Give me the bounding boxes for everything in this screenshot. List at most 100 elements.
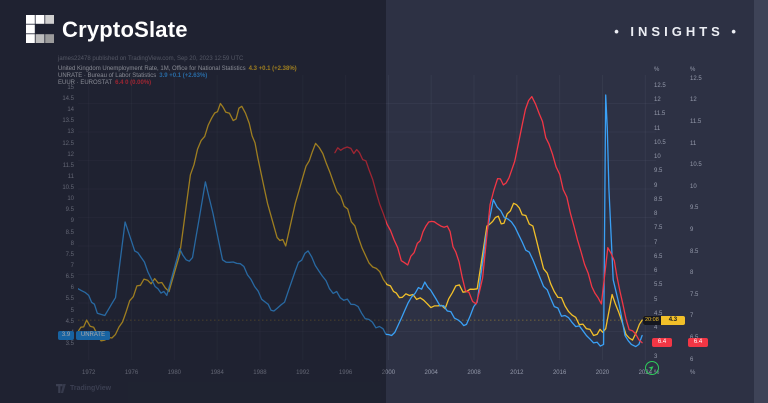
axis-tick-label: 11 — [67, 173, 74, 180]
axis-tick-label: 8.5 — [654, 196, 663, 203]
axis-tick-label: 7 — [70, 262, 74, 269]
axis-tick-label: 14.5 — [62, 95, 74, 102]
scale-unit-percent: % — [690, 370, 696, 376]
price-label-euur-outer: 6.4 — [688, 338, 708, 348]
price-label-euur-inner: 6.4 — [652, 338, 672, 348]
axis-tick-label: 12.5 — [62, 140, 74, 147]
axis-tick-label: 15 — [67, 84, 74, 91]
axis-tick-label: 11.5 — [62, 162, 74, 169]
axis-tick-label: 5.5 — [65, 296, 74, 303]
legend-row-unrate[interactable]: UNRATE · Bureau of Labor Statistics 3.9 +… — [58, 73, 297, 80]
axis-tick-label: 6 — [70, 285, 74, 292]
tradingview-label: TradingView — [70, 385, 112, 392]
axis-tick-label: 14 — [67, 107, 74, 114]
axis-tick-label: 10 — [67, 196, 74, 203]
axis-tick-label: 7.5 — [690, 291, 699, 298]
axis-tick-label: 8.5 — [690, 248, 699, 255]
time-tick-label: 1972 — [82, 370, 96, 376]
time-tick-label: 1980 — [167, 370, 181, 376]
go-to-latest-button[interactable]: ➤ — [645, 361, 659, 375]
legend-value: 3.9 +0.1 (+2.63%) — [159, 72, 208, 79]
axis-tick-label: 7 — [654, 239, 658, 246]
time-tick-label: 2008 — [467, 370, 481, 376]
axis-tick-label: 12 — [67, 151, 74, 158]
arrow-icon: ➤ — [647, 363, 657, 373]
axis-tick-label: 11 — [690, 140, 697, 147]
axis-tick-label: 10 — [690, 183, 697, 190]
axis-tick-label: 7.5 — [65, 251, 74, 258]
axis-tick-label: 3.5 — [65, 340, 74, 347]
time-tick-label: 1988 — [253, 370, 267, 376]
attribution-text: james22478 published on TradingView.com,… — [58, 56, 244, 62]
legend-label: EUUR · EUROSTAT — [58, 79, 113, 86]
axis-tick-label: 7 — [690, 313, 694, 320]
axis-tick-label: 6.5 — [65, 274, 74, 281]
axis-tick-label: 8 — [70, 240, 74, 247]
axis-tick-label: 6 — [654, 268, 658, 275]
time-tick-label: 1996 — [338, 370, 353, 376]
time-tick-label: 1976 — [124, 370, 139, 376]
axis-tick-label: 7.5 — [654, 225, 663, 232]
axis-tick-label: 8.5 — [65, 229, 74, 236]
axis-tick-label: 5.5 — [654, 282, 663, 289]
price-scale-left[interactable]: 15 14.5 14 13.5 13 12.5 12 11.5 11 10.5 10 9.5 9 8.5 8… — [50, 0, 74, 403]
axis-tick-label: 4.5 — [654, 310, 663, 317]
price-label-unrate-tag: UNRATE — [76, 331, 110, 340]
axis-tick-label: 6.5 — [654, 253, 663, 260]
brand-title: CryptoSlate — [62, 17, 188, 42]
axis-tick-label: 13.5 — [62, 118, 74, 125]
axis-tick-label: 8 — [654, 211, 658, 218]
axis-tick-label: 8 — [690, 270, 694, 277]
time-tick-label: 1984 — [210, 370, 224, 376]
time-tick-label: 2016 — [552, 370, 567, 376]
axis-tick-label: 10 — [654, 154, 661, 161]
time-tick-label: 2012 — [510, 370, 524, 376]
time-tick-label: 2024 — [638, 370, 652, 376]
axis-tick-label: 10.5 — [654, 139, 666, 146]
time-tick-label: 2000 — [381, 370, 396, 376]
series-line-euur — [334, 95, 643, 344]
legend-row-euur[interactable]: EUUR · EUROSTAT 6.4 0 (0.00%) — [58, 80, 297, 87]
axis-tick-label: 5 — [70, 307, 74, 314]
axis-tick-label: 12 — [690, 97, 697, 104]
legend-value: 6.4 0 (0.00%) — [115, 79, 152, 86]
axis-tick-label: 9 — [70, 218, 74, 225]
axis-tick-label: 12.5 — [654, 82, 666, 89]
insights-label: • INSIGHTS • — [614, 24, 740, 39]
series-line-unrate — [78, 94, 643, 348]
cryptoslate-logo-icon — [26, 15, 54, 43]
price-label-uk: 20:08 4.3 — [643, 315, 685, 325]
axis-tick-label: 11.5 — [654, 111, 666, 118]
price-value: 4.3 — [668, 316, 678, 323]
legend-value: 4.3 +0.1 (+2.38%) — [248, 66, 297, 72]
axis-tick-label: 6 — [690, 356, 694, 363]
axis-tick-label: 10.5 — [690, 162, 702, 169]
legend-label: United Kingdom Unemployment Rate, 1M, Of… — [58, 66, 246, 72]
axis-tick-label: 12.5 — [690, 75, 702, 82]
axis-tick-label: 9.5 — [690, 205, 699, 212]
axis-tick-label: 11 — [654, 125, 661, 132]
axis-tick-label: 4.5 — [65, 318, 74, 325]
axis-tick-label: 9.5 — [654, 168, 663, 175]
axis-tick-label: 13 — [67, 129, 74, 136]
price-scale-right-outer[interactable]: % 12.5 12 11.5 11 10.5 10 9.5 9 8.5 8 7.5 7 6.5 6% — [688, 0, 712, 403]
series-line-united-kingdom-unemployment-rate — [78, 102, 643, 342]
axis-tick-label: 9.5 — [65, 207, 74, 214]
countdown-timer: 20:08 — [643, 315, 661, 325]
price-label-unrate-value: 3.9 — [58, 331, 74, 340]
legend-row-uk-unemployment[interactable]: United Kingdom Unemployment Rate, 1M, Of… — [58, 66, 297, 73]
axis-tick-label: 6.5 — [688, 335, 714, 341]
time-tick-label: 2020 — [595, 370, 610, 376]
time-tick-label: 1992 — [296, 370, 310, 376]
tradingview-footer-link[interactable]: TradingView — [56, 384, 111, 393]
plot-area[interactable] — [78, 75, 656, 360]
legend: United Kingdom Unemployment Rate, 1M, Of… — [58, 66, 297, 86]
legend-label: UNRATE · Bureau of Labor Statistics — [58, 72, 157, 79]
tradingview-logo-icon — [56, 384, 66, 393]
time-tick-label: 2004 — [424, 370, 438, 376]
scale-unit-percent: % — [654, 67, 660, 73]
axis-tick-label: 12 — [654, 97, 661, 104]
axis-tick-label: 5 — [654, 296, 658, 303]
